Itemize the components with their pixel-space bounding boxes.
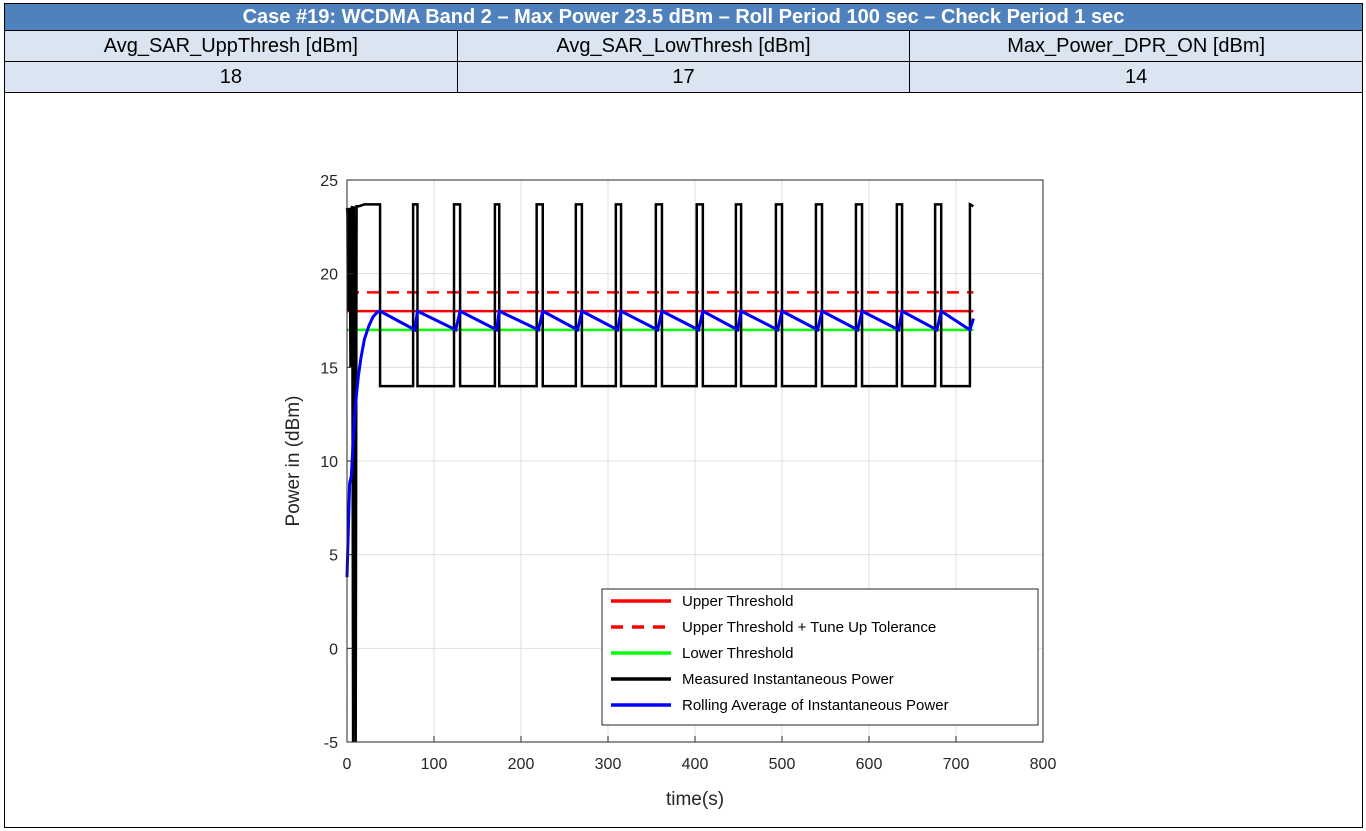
x-tick-label: 800 xyxy=(1030,756,1057,773)
legend-label: Upper Threshold xyxy=(682,593,793,610)
x-tick-label: 500 xyxy=(769,756,796,773)
legend-label: Lower Threshold xyxy=(682,645,793,662)
legend: Upper Threshold Upper Threshold + Tune Up… xyxy=(601,588,1039,726)
case-header-table: Case #19: WCDMA Band 2 – Max Power 23.5 … xyxy=(4,3,1363,93)
y-tick-label: 0 xyxy=(329,641,338,658)
series-lines xyxy=(345,202,975,743)
y-tick-label: 10 xyxy=(320,454,338,471)
col-header-max-power: Max_Power_DPR_ON [dBm] xyxy=(909,30,1363,62)
x-tick-label: 300 xyxy=(595,756,622,773)
x-tick-label: 400 xyxy=(682,756,709,773)
legend-label: Rolling Average of Instantaneous Power xyxy=(682,697,949,714)
value-upp-thresh: 18 xyxy=(4,61,458,93)
col-header-upp-thresh: Avg_SAR_UppThresh [dBm] xyxy=(4,30,458,62)
series-line-4 xyxy=(345,308,975,578)
y-tick-label: 15 xyxy=(320,360,338,377)
y-tick-label: 25 xyxy=(320,173,338,190)
x-axis-label: time(s) xyxy=(666,789,724,810)
x-tick-label: 100 xyxy=(421,756,448,773)
legend-label: Measured Instantaneous Power xyxy=(682,671,894,688)
series-line-3 xyxy=(345,202,974,743)
y-tick-label: -5 xyxy=(324,735,338,752)
y-tick-label: 20 xyxy=(320,267,338,284)
value-low-thresh: 17 xyxy=(456,61,911,93)
x-tick-label: 200 xyxy=(508,756,535,773)
y-axis-label: Power in (dBm) xyxy=(283,396,304,527)
y-tick-label: 5 xyxy=(329,548,338,565)
axis-ticks: 0 100 200 300 400 500 600 700 800 -5 0 5 10 15 20 25 xyxy=(320,173,1056,773)
legend-label: Upper Threshold + Tune Up Tolerance xyxy=(682,619,936,636)
value-max-power: 14 xyxy=(909,61,1363,93)
x-tick-label: 0 xyxy=(343,756,352,773)
x-tick-label: 700 xyxy=(943,756,970,773)
legend-box xyxy=(601,588,1039,726)
x-tick-label: 600 xyxy=(856,756,883,773)
